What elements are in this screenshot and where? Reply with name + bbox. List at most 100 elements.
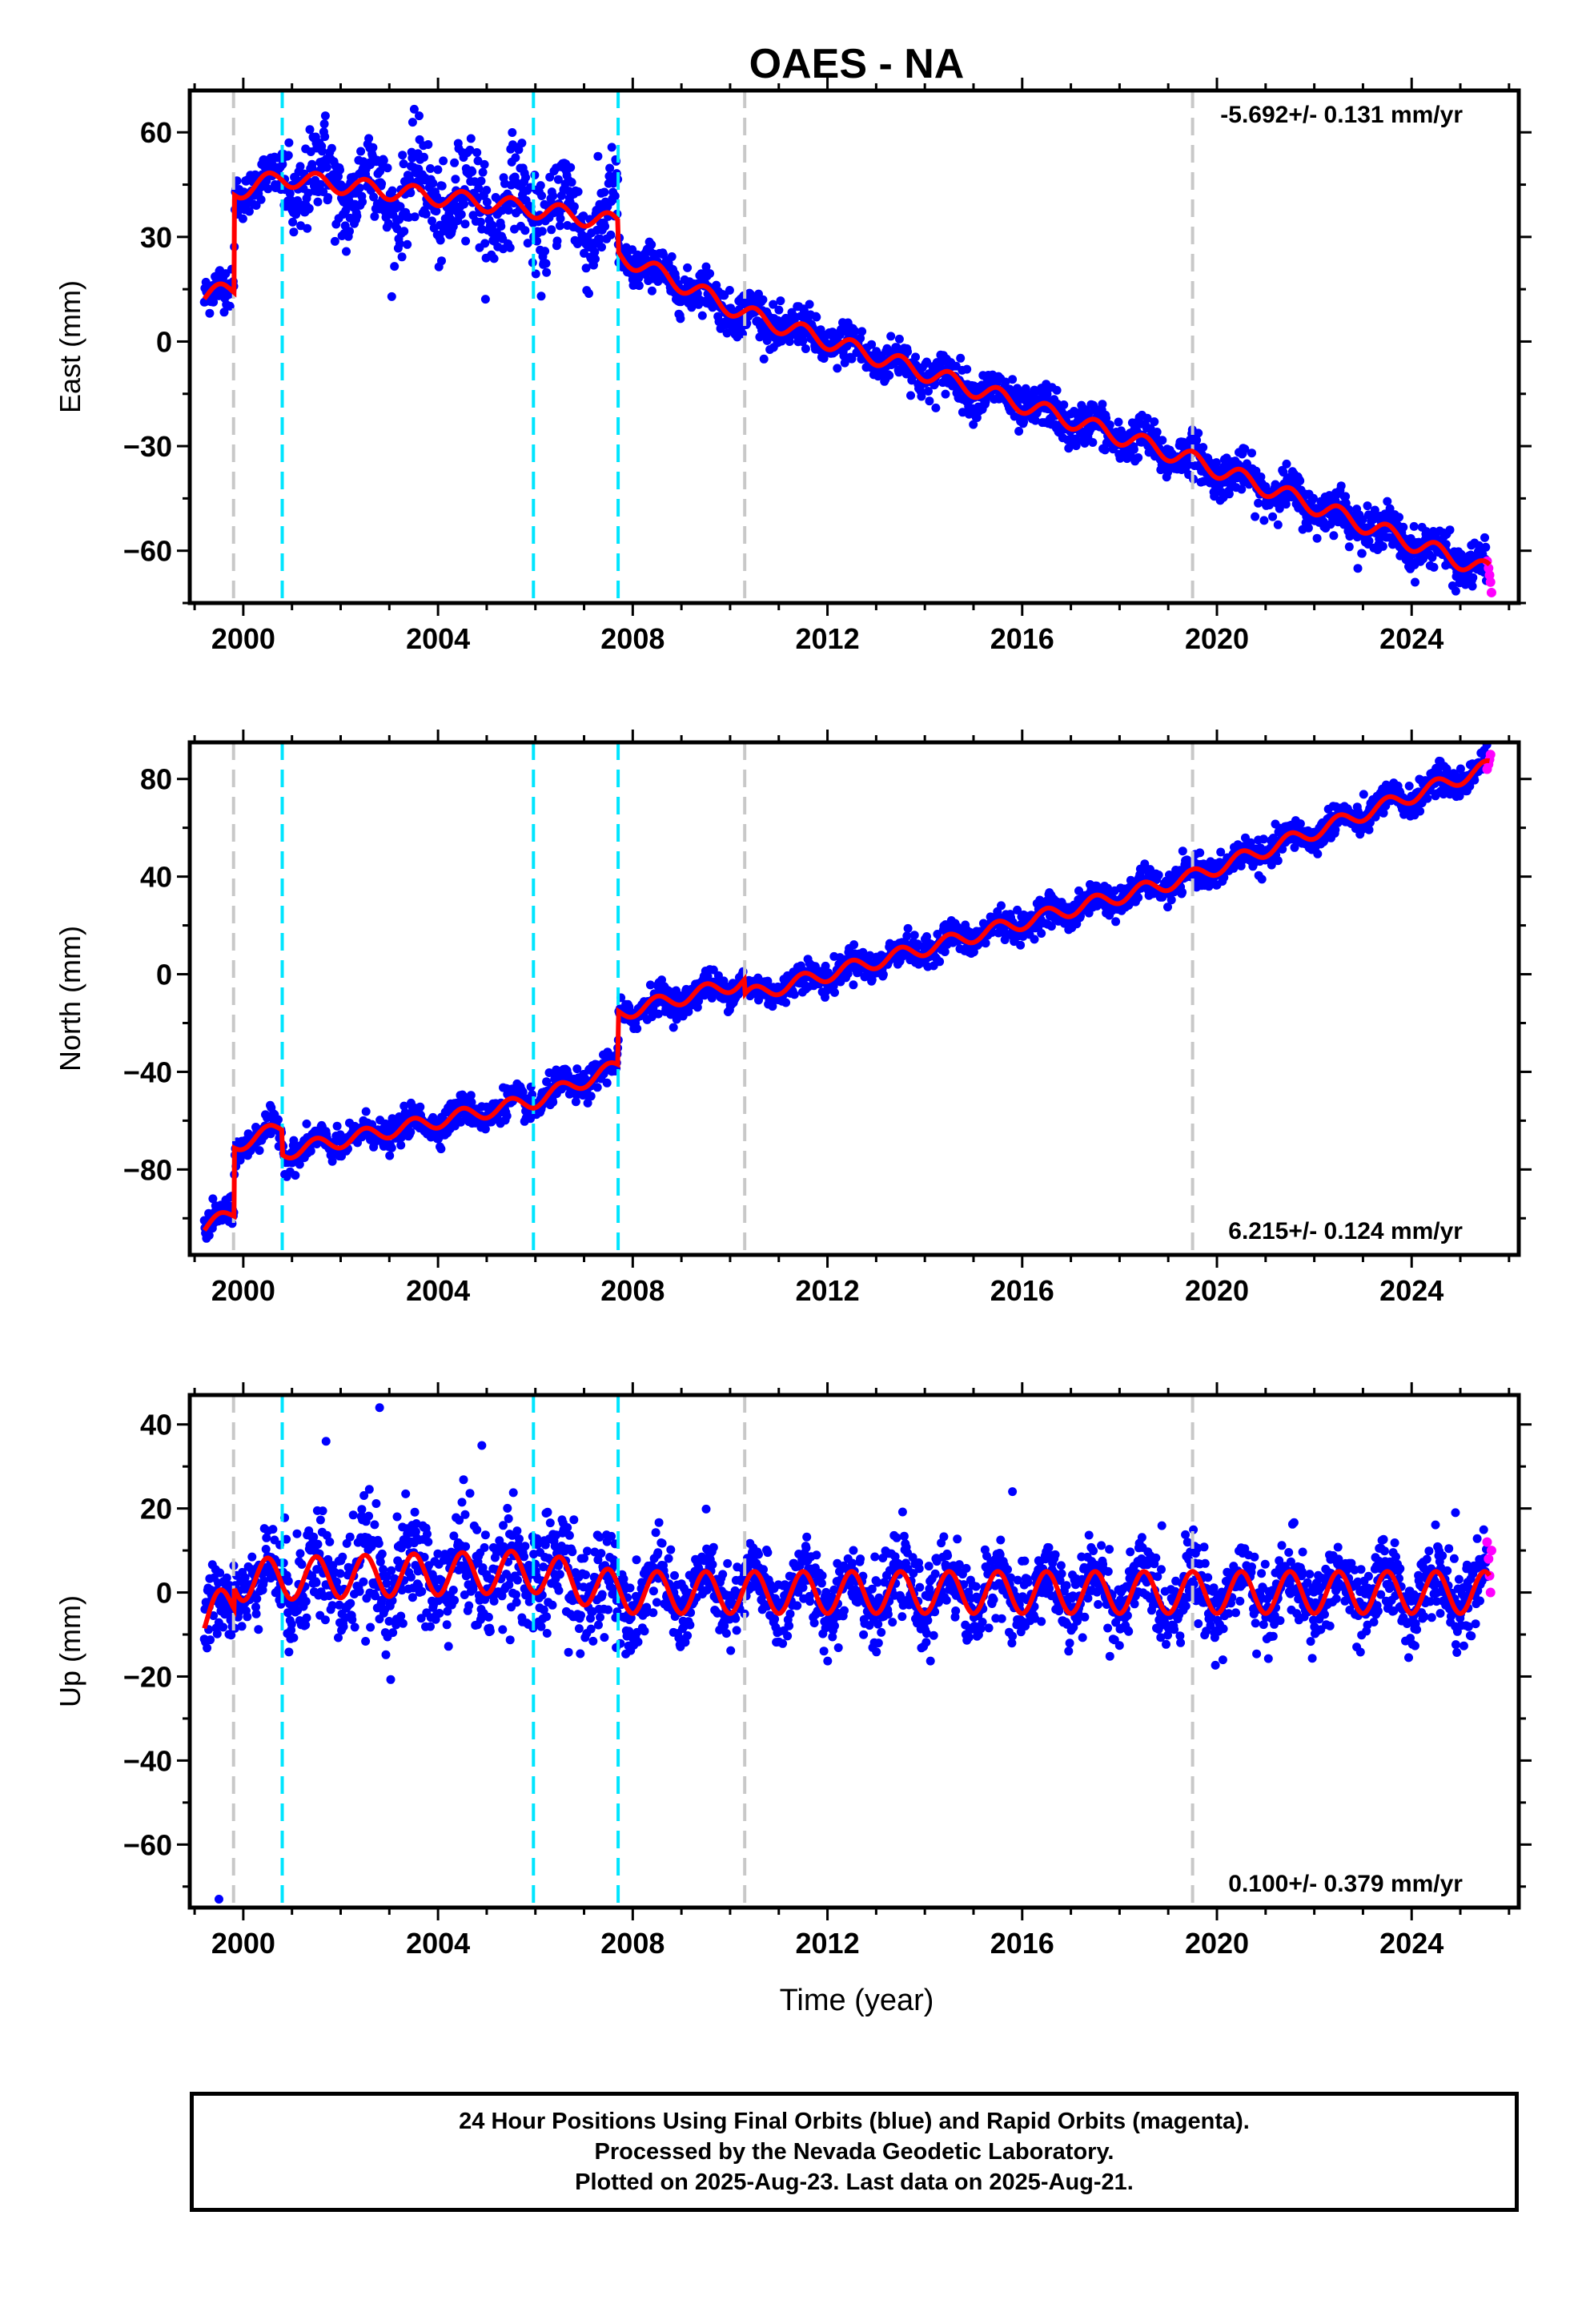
data-point (683, 263, 693, 272)
data-point (840, 358, 849, 368)
data-point (284, 138, 294, 147)
y-tick-label: −30 (123, 430, 172, 463)
data-point (590, 247, 600, 257)
data-point (302, 1119, 311, 1128)
data-point (697, 311, 707, 320)
data-point (1415, 806, 1425, 816)
data-point (676, 314, 685, 324)
data-point (403, 239, 412, 249)
data-point (364, 134, 374, 143)
data-point (420, 152, 428, 162)
data-point (303, 223, 312, 233)
data-point (798, 336, 808, 345)
data-point (1399, 522, 1408, 532)
data-point (548, 1097, 558, 1107)
data-point (1251, 466, 1261, 476)
data-point (209, 297, 219, 307)
data-point (981, 939, 990, 948)
data-point (315, 179, 325, 189)
data-point (482, 186, 492, 195)
data-point (542, 267, 552, 277)
data-point (1468, 581, 1477, 591)
data-point (1237, 485, 1247, 494)
data-point (830, 987, 839, 997)
data-point (593, 151, 603, 161)
data-point (323, 193, 333, 203)
data-point (436, 235, 445, 245)
data-point (205, 308, 215, 318)
data-point (556, 214, 565, 223)
data-point (924, 387, 933, 396)
panel-east: 2000 2004 2008 2012 2016 2020 202460300−30−60E… (54, 78, 1532, 655)
data-point (1052, 385, 1062, 395)
data-point (1273, 856, 1283, 866)
data-point (580, 248, 588, 258)
data-point (552, 236, 562, 246)
data-point (291, 210, 301, 219)
data-point (1336, 481, 1346, 491)
data-point (553, 175, 563, 184)
model-fit-line (202, 758, 1490, 1232)
data-point (489, 254, 499, 263)
data-point (358, 197, 367, 207)
data-point (476, 176, 486, 186)
data-point (274, 1115, 283, 1124)
data-point (345, 227, 354, 236)
data-point (406, 188, 416, 198)
data-point (812, 312, 821, 322)
panel-north: 2000 2004 2008 2012 2016 2020 202480400−40−80N… (54, 730, 1532, 1307)
data-point (917, 392, 926, 401)
data-point (581, 263, 591, 273)
data-point (1098, 400, 1107, 409)
data-point (1134, 893, 1143, 903)
data-point (436, 1144, 446, 1154)
data-point (468, 167, 477, 176)
data-point (632, 1024, 642, 1033)
data-point (956, 353, 966, 363)
data-point (931, 403, 941, 412)
data-point (305, 125, 315, 135)
data-point (687, 303, 697, 312)
data-point (327, 1156, 337, 1166)
data-point (496, 222, 506, 231)
y-axis-label: East (mm) (54, 280, 86, 413)
data-point (776, 296, 785, 306)
data-point (289, 227, 299, 237)
data-point (540, 247, 550, 256)
data-point (517, 139, 527, 148)
data-point (833, 364, 842, 373)
data-point (1030, 935, 1039, 944)
data-point (762, 336, 772, 345)
data-point (537, 227, 547, 236)
data-point (383, 163, 392, 173)
data-point (1224, 489, 1234, 499)
data-point (597, 243, 606, 252)
data-point (1303, 523, 1313, 533)
data-point (396, 202, 405, 211)
data-point (342, 247, 351, 256)
data-point (390, 262, 400, 271)
data-point (1030, 416, 1040, 425)
data-point (409, 104, 419, 114)
data-point (769, 300, 778, 309)
data-point (962, 364, 972, 374)
data-point (369, 192, 379, 202)
data-point (1146, 424, 1155, 433)
chart-title: OAES - NA (749, 41, 965, 87)
data-point (600, 187, 609, 197)
data-point (1423, 794, 1432, 803)
data-point (634, 281, 644, 291)
data-point (584, 289, 593, 298)
data-point (867, 340, 877, 349)
data-point (902, 931, 912, 941)
data-point (521, 173, 531, 183)
x-tick-label: 2024 (1379, 1274, 1443, 1307)
data-point (1042, 389, 1052, 399)
data-point (278, 159, 287, 169)
plot-area (199, 90, 1496, 603)
data-point (322, 163, 331, 172)
data-point (843, 969, 853, 979)
data-point (408, 118, 417, 127)
data-point (1142, 413, 1152, 423)
